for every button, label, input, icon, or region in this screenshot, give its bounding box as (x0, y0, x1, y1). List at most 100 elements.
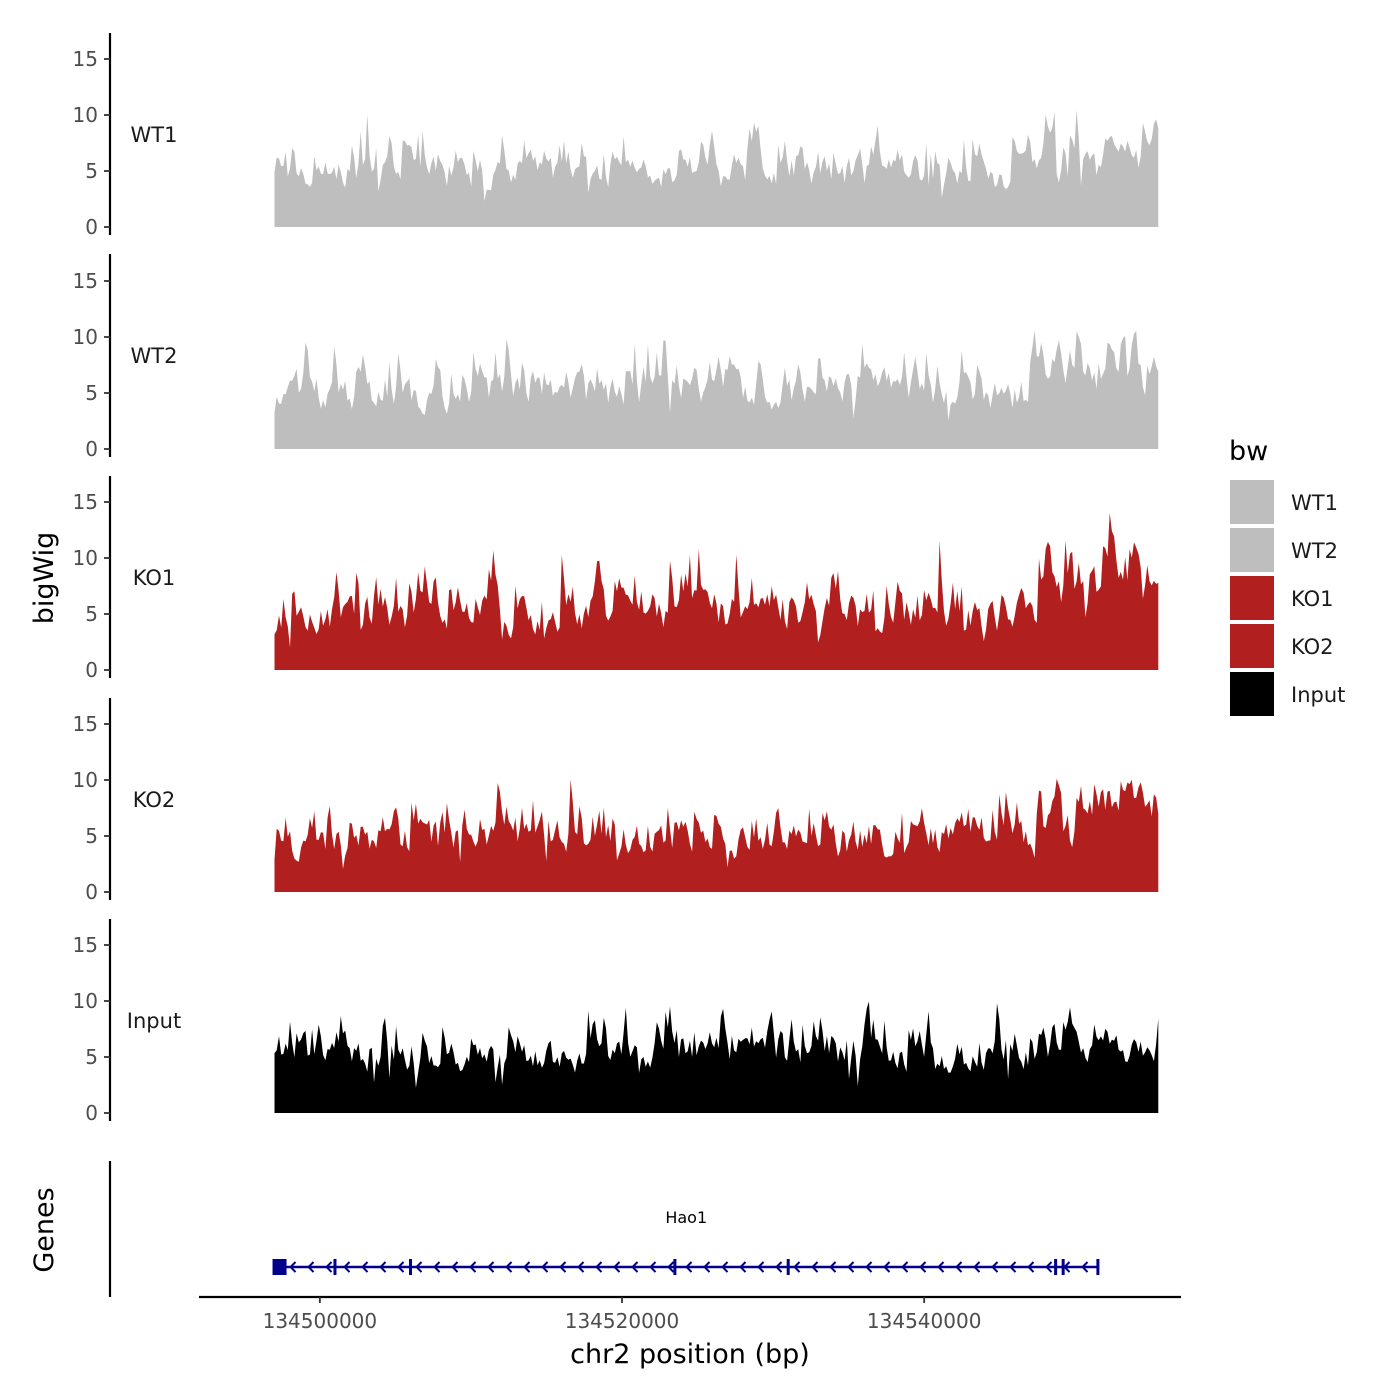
genes-axis-title: Genes (29, 1187, 60, 1272)
strand-arrow (937, 1261, 945, 1273)
exon (333, 1259, 337, 1275)
y-tick-label: 15 (73, 490, 98, 514)
strand-arrow (847, 1261, 855, 1273)
strand-arrow (433, 1261, 441, 1273)
strand-arrow (397, 1261, 405, 1273)
strand-arrow (667, 1261, 675, 1273)
strand-arrow (523, 1261, 531, 1273)
y-tick-label: 5 (85, 159, 98, 183)
legend-key-input (1230, 672, 1274, 716)
strand-arrow (631, 1261, 639, 1273)
strand-arrow (1045, 1261, 1053, 1273)
strand-arrow (865, 1261, 873, 1273)
gene-hao1 (272, 1259, 1100, 1275)
strand-arrow (469, 1261, 477, 1273)
track-input: 0 5 10 15 Input (73, 919, 1159, 1125)
y-tick-label: 5 (85, 1045, 98, 1069)
y-tick-label: 0 (85, 1101, 98, 1125)
y-tick-label: 5 (85, 381, 98, 405)
x-tick-label: 134500000 (263, 1309, 378, 1333)
y-tick-label: 10 (73, 546, 98, 570)
coverage-area-ko2 (274, 778, 1159, 892)
track-label-wt2: WT2 (131, 344, 178, 368)
y-tick-label: 10 (73, 989, 98, 1013)
strand-arrow (1081, 1261, 1089, 1273)
x-tick-label: 134520000 (565, 1309, 680, 1333)
legend-key-ko2 (1230, 624, 1274, 668)
y-tick-label: 15 (73, 47, 98, 71)
strand-arrow (649, 1261, 657, 1273)
track-label-wt1: WT1 (131, 123, 178, 147)
y-tick-label: 15 (73, 712, 98, 736)
coverage-area-wt2 (274, 330, 1159, 449)
y-tick-label: 10 (73, 103, 98, 127)
strand-arrow (757, 1261, 765, 1273)
strand-arrow (343, 1261, 351, 1273)
y-tick-label: 0 (85, 215, 98, 239)
legend-key-wt1 (1230, 480, 1274, 524)
strand-arrow (415, 1261, 423, 1273)
legend-label-wt2: WT2 (1291, 539, 1338, 563)
strand-arrow (901, 1261, 909, 1273)
strand-arrow (991, 1261, 999, 1273)
track-label-ko1: KO1 (133, 566, 176, 590)
y-tick-label: 5 (85, 824, 98, 848)
strand-arrow (307, 1261, 315, 1273)
y-tick-label: 0 (85, 437, 98, 461)
y-tick-label: 0 (85, 880, 98, 904)
legend: bw WT1 WT2 KO1 KO2 Input (1229, 436, 1345, 716)
strand-arrow (505, 1261, 513, 1273)
strand-arrow (919, 1261, 927, 1273)
strand-arrow (379, 1261, 387, 1273)
strand-arrow (289, 1261, 297, 1273)
strand-arrow (703, 1261, 711, 1273)
exon (1054, 1259, 1058, 1275)
exon (1096, 1259, 1100, 1275)
strand-arrow (811, 1261, 819, 1273)
legend-label-wt1: WT1 (1291, 491, 1338, 515)
strand-arrow (577, 1261, 585, 1273)
coverage-area-wt1 (274, 110, 1159, 227)
x-axis-title: chr2 position (bp) (570, 1339, 810, 1370)
strand-arrow (487, 1261, 495, 1273)
strand-arrow (559, 1261, 567, 1273)
x-axis: 134500000 134520000 134540000 (199, 1295, 1181, 1333)
x-tick-label: 134540000 (867, 1309, 982, 1333)
coverage-area-ko1 (274, 512, 1159, 670)
strand-arrow (541, 1261, 549, 1273)
track-label-input: Input (127, 1009, 181, 1033)
exon (272, 1259, 287, 1275)
strand-arrow (829, 1261, 837, 1273)
track-label-ko2: KO2 (133, 788, 176, 812)
y-tick-label: 15 (73, 269, 98, 293)
strand-arrow (451, 1261, 459, 1273)
legend-label-ko1: KO1 (1291, 587, 1334, 611)
gene-label: Hao1 (665, 1208, 707, 1227)
strand-arrow (685, 1261, 693, 1273)
y-tick-label: 0 (85, 658, 98, 682)
strand-arrow (955, 1261, 963, 1273)
strand-arrow (793, 1261, 801, 1273)
legend-key-ko1 (1230, 576, 1274, 620)
track-ko2: 0 5 10 15 KO2 (73, 698, 1159, 904)
strand-arrow (613, 1261, 621, 1273)
track-wt2: 0 5 10 15 WT2 (73, 254, 1159, 461)
strand-arrow (973, 1261, 981, 1273)
strand-arrow (775, 1261, 783, 1273)
track-ko1: 0 5 10 15 KO1 (73, 476, 1159, 682)
legend-label-ko2: KO2 (1291, 635, 1334, 659)
legend-label-input: Input (1291, 683, 1345, 707)
exon (673, 1259, 677, 1275)
y-tick-label: 10 (73, 768, 98, 792)
strand-arrow (1027, 1261, 1035, 1273)
y-tick-label: 15 (73, 933, 98, 957)
y-axis-title: bigWig (29, 532, 60, 625)
strand-arrow (721, 1261, 729, 1273)
y-tick-label: 5 (85, 602, 98, 626)
track-wt1: 0 5 10 15 WT1 (73, 33, 1159, 239)
legend-key-wt2 (1230, 528, 1274, 572)
legend-title: bw (1229, 436, 1268, 467)
strand-arrow (361, 1261, 369, 1273)
strand-arrow (325, 1261, 333, 1273)
